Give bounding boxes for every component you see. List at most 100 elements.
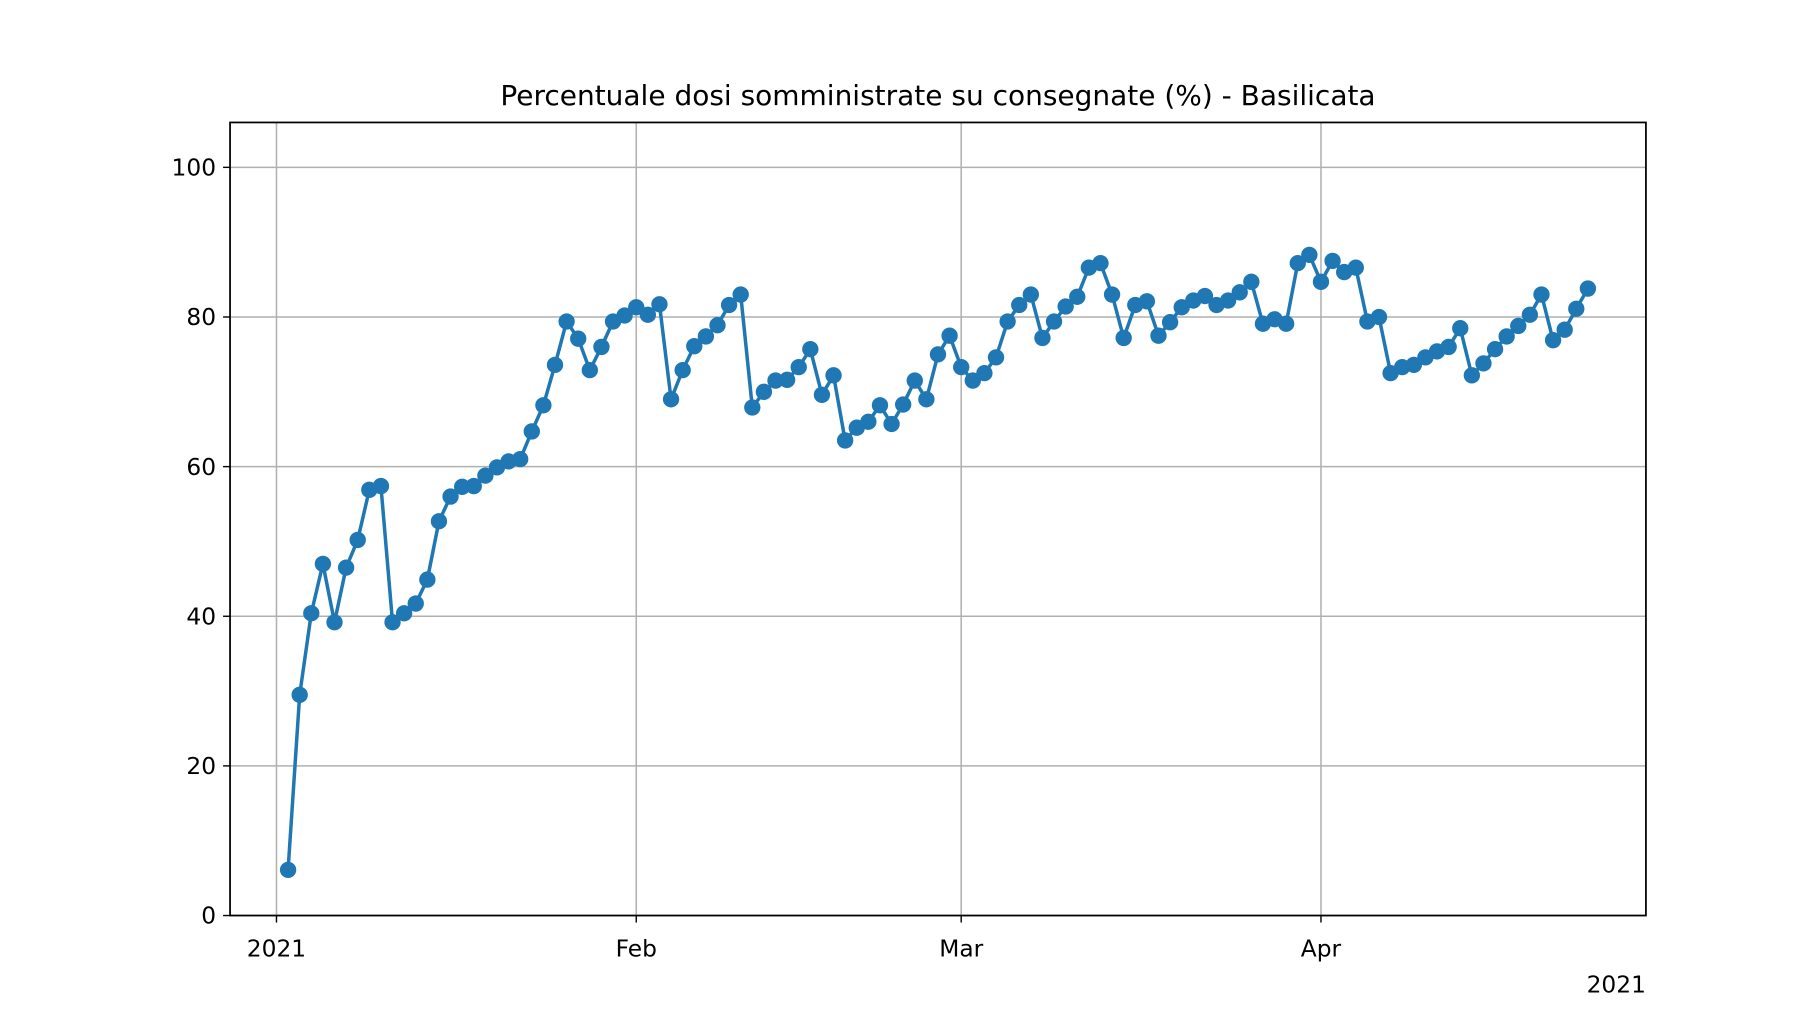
data-point (1045, 313, 1063, 330)
data-point (593, 338, 610, 356)
data-point (674, 361, 691, 379)
data-point (755, 383, 773, 400)
x-offset-label: 2021 (1587, 972, 1646, 999)
data-point (941, 327, 958, 344)
data-point (1011, 296, 1028, 314)
data-point (1312, 273, 1330, 290)
data-point (465, 477, 482, 495)
data-point (314, 555, 332, 573)
data-point (836, 432, 854, 449)
data-point (454, 478, 471, 495)
y-tick-label: 100 (172, 155, 217, 182)
data-point (1347, 259, 1364, 276)
x-tick-label: Mar (939, 935, 983, 962)
data-point (628, 299, 645, 316)
data-point (1463, 367, 1481, 384)
data-point (976, 364, 993, 382)
data-point (883, 415, 900, 433)
data-point (860, 413, 877, 430)
data-point (303, 605, 320, 622)
data-point (1510, 317, 1527, 335)
data-point (918, 391, 935, 408)
data-point (1243, 273, 1260, 290)
data-point (558, 313, 575, 330)
data-point (906, 372, 923, 389)
data-point (1533, 286, 1550, 303)
data-point (1521, 306, 1539, 323)
data-point (929, 346, 947, 363)
data-point (651, 296, 668, 313)
x-tick-label: Apr (1301, 935, 1342, 962)
y-tick-label: 20 (186, 753, 216, 780)
data-point (477, 467, 494, 484)
plot-frame (229, 121, 1647, 917)
data-point (732, 286, 749, 303)
data-point (1277, 315, 1295, 332)
data-point (1452, 320, 1469, 337)
data-point (802, 340, 819, 358)
data-point (1440, 338, 1457, 356)
x-tick-label: 2021 (247, 935, 306, 962)
data-point (1475, 355, 1492, 372)
data-point (512, 450, 529, 468)
data-point (871, 397, 889, 414)
data-point (744, 399, 761, 416)
x-tick-label: Feb (616, 935, 657, 962)
data-point (523, 423, 540, 440)
data-point (1092, 254, 1109, 272)
data-point (430, 513, 448, 530)
data-point (1231, 284, 1248, 301)
data-point (639, 306, 657, 323)
data-point (1579, 280, 1597, 297)
data-point (372, 477, 390, 495)
data-point (778, 371, 796, 388)
data-point (1556, 321, 1573, 338)
data-point (1405, 356, 1422, 374)
data-point (813, 386, 831, 403)
data-point (825, 367, 842, 384)
data-point (1103, 286, 1121, 303)
data-point (1161, 314, 1179, 331)
data-point (895, 396, 912, 413)
data-point (964, 372, 981, 389)
data-point (662, 391, 680, 408)
data-point (1022, 286, 1039, 303)
data-point (326, 614, 343, 631)
data-point (1115, 329, 1132, 347)
data-point (1138, 293, 1156, 310)
data-point (953, 358, 970, 376)
data-point (1219, 292, 1237, 309)
data-point (395, 605, 413, 622)
data-point (999, 313, 1016, 330)
data-point (1034, 329, 1051, 347)
data-point (384, 614, 401, 631)
data-point (1150, 327, 1167, 344)
data-point (407, 595, 424, 612)
data-point (1324, 252, 1341, 270)
data-point (1568, 300, 1585, 317)
data-point (697, 328, 715, 345)
y-tick-label: 0 (201, 903, 216, 930)
data-point (581, 361, 598, 379)
data-point (1289, 254, 1306, 272)
y-tick-label: 60 (186, 454, 216, 481)
data-point (720, 296, 738, 314)
data-point (349, 531, 366, 549)
data-point (686, 338, 703, 355)
data-point (790, 358, 807, 376)
data-point (1301, 246, 1318, 264)
data-point (546, 356, 564, 374)
data-point (337, 559, 355, 576)
data-point (616, 307, 633, 324)
data-point (1544, 332, 1562, 349)
data-point (419, 571, 436, 588)
data-point (535, 397, 552, 414)
data-point (279, 861, 297, 879)
data-point (442, 488, 459, 505)
data-point (1069, 288, 1086, 305)
data-point (1498, 328, 1515, 345)
data-point (570, 330, 587, 347)
y-tick-label: 80 (186, 304, 216, 331)
